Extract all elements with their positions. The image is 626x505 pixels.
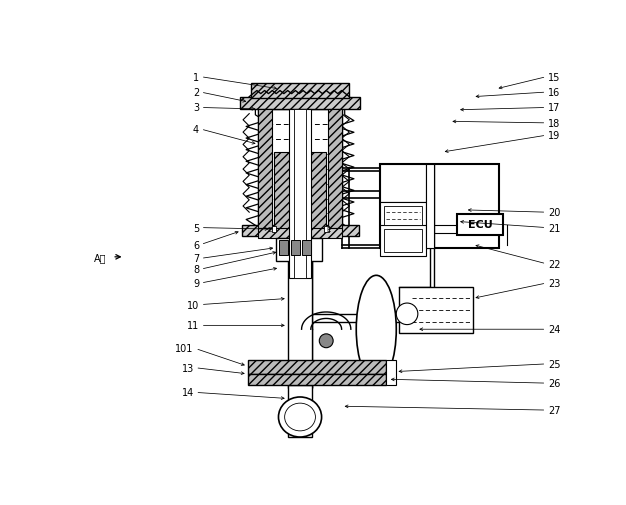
Text: 3: 3 [193,103,199,113]
Bar [259,110,342,229]
Bar [380,164,426,203]
Bar [384,230,423,252]
Text: 24: 24 [548,325,560,334]
Text: 25: 25 [548,359,560,369]
Bar [384,207,423,226]
Text: 23: 23 [548,278,560,288]
Text: 13: 13 [182,363,194,373]
Text: 22: 22 [548,259,560,269]
Bar [380,203,426,249]
Text: 19: 19 [548,131,560,141]
Text: E: E [268,227,272,233]
Text: 7: 7 [193,254,199,264]
Text: 6: 6 [193,240,199,250]
Bar [288,261,312,388]
Ellipse shape [319,334,333,348]
Text: 15: 15 [548,73,560,82]
Bar [457,214,503,236]
Bar [291,240,300,256]
Bar [274,153,326,230]
Text: A向: A向 [94,252,106,262]
Bar [251,84,349,99]
Bar [294,110,306,279]
Bar [426,164,434,249]
Text: E: E [326,227,331,233]
Bar [288,385,312,437]
Bar [380,164,500,249]
Bar [324,227,329,233]
Text: 11: 11 [187,321,199,331]
Ellipse shape [396,304,418,325]
Bar [380,226,426,257]
Text: 8: 8 [193,265,199,275]
Text: 1: 1 [193,73,199,82]
Bar [386,360,396,385]
Ellipse shape [285,403,316,431]
Bar [279,240,289,256]
Text: 4: 4 [193,125,199,135]
Bar [302,240,311,256]
Bar [242,226,359,236]
Bar [240,97,360,110]
Bar [248,374,386,385]
Bar [328,110,342,229]
Text: 18: 18 [548,119,560,129]
Bar [259,110,272,229]
Text: 2: 2 [193,88,199,98]
Ellipse shape [279,397,322,437]
Ellipse shape [356,276,396,383]
Text: 27: 27 [548,406,560,415]
Bar [248,360,386,374]
Text: 14: 14 [182,388,194,397]
Text: 21: 21 [548,223,560,233]
Text: 5: 5 [193,223,199,233]
Text: 16: 16 [548,88,560,98]
Text: 10: 10 [187,300,199,310]
Bar [272,227,276,233]
Bar [289,110,311,279]
Text: 101: 101 [175,344,194,354]
Bar [276,238,322,261]
Bar [399,287,473,333]
Text: ECU: ECU [468,220,493,230]
Text: 26: 26 [548,378,560,388]
Text: 17: 17 [548,103,560,113]
Bar [259,229,342,238]
Text: 9: 9 [193,278,199,288]
Text: 20: 20 [548,208,560,218]
